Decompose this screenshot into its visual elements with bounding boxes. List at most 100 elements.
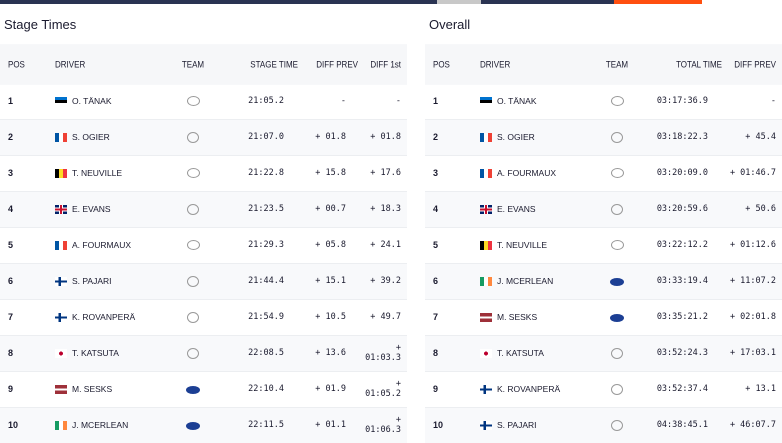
diff-prev: + 11:07.2 [722, 262, 782, 299]
table-row[interactable]: 7 M. SESKS 03:35:21.2 + 02:01.8 [425, 298, 782, 335]
time: 03:52:24.3 [642, 334, 722, 371]
driver-name[interactable]: S. PAJARI [72, 275, 112, 286]
driver-name[interactable]: M. SESKS [497, 311, 538, 322]
table-row[interactable]: 9 M. SESKS 22:10.4 + 01.9 + 01:05.2 [0, 370, 407, 407]
flag-fr-icon [480, 133, 492, 143]
column-header: DIFF 1st [358, 44, 407, 85]
driver-name[interactable]: O. TÄNAK [497, 95, 537, 106]
table-row[interactable]: 4 E. EVANS 03:20:59.6 + 50.6 [425, 190, 782, 227]
position: 7 [425, 298, 480, 335]
position: 2 [425, 118, 480, 155]
position: 4 [425, 190, 480, 227]
position: 10 [425, 406, 480, 443]
driver-name[interactable]: S. OGIER [72, 131, 110, 142]
table-row[interactable]: 2 S. OGIER 03:18:22.3 + 45.4 [425, 118, 782, 155]
toyota-logo-icon [187, 275, 199, 287]
driver-name[interactable]: E. EVANS [72, 203, 111, 214]
top-accent-bar [0, 0, 782, 4]
diff-first: + 17.6 [358, 154, 407, 191]
table-row[interactable]: 5 T. NEUVILLE 03:22:12.2 + 01:12.6 [425, 226, 782, 263]
diff-first: + 01.8 [358, 118, 407, 155]
column-header: STAGE TIME [218, 44, 298, 85]
flag-fr-icon [480, 169, 492, 179]
flag-be-icon [55, 169, 67, 179]
diff-prev: - [722, 82, 782, 119]
stage-times-table: POS DRIVER TEAM STAGE TIME DIFF PREV DIFF 1st… [0, 44, 407, 443]
table-row[interactable]: 6 S. PAJARI 21:44.4 + 15.1 + 39.2 [0, 262, 407, 299]
time: 22:11.5 [218, 406, 298, 443]
column-header: TEAM [168, 44, 218, 85]
diff-prev: + 15.8 [298, 154, 358, 191]
driver-name[interactable]: T. NEUVILLE [497, 239, 548, 250]
diff-prev: + 13.1 [722, 370, 782, 407]
table-row[interactable]: 10 J. MCERLEAN 22:11.5 + 01.1 + 01:06.3 [0, 406, 407, 443]
table-row[interactable]: 2 S. OGIER 21:07.0 + 01.8 + 01.8 [0, 118, 407, 155]
column-header: POS [0, 44, 55, 85]
time: 03:52:37.4 [642, 370, 722, 407]
diff-first: + 01:05.2 [358, 370, 407, 407]
table-row[interactable]: 8 T. KATSUTA 03:52:24.3 + 17:03.1 [425, 334, 782, 371]
driver-name[interactable]: E. EVANS [497, 203, 536, 214]
flag-fi-icon [55, 313, 67, 323]
diff-first: + 01:03.3 [358, 334, 407, 371]
table-row[interactable]: 1 O. TÄNAK 03:17:36.9 - [425, 82, 782, 119]
table-row[interactable]: 6 J. MCERLEAN 03:33:19.4 + 11:07.2 [425, 262, 782, 299]
time: 03:35:21.2 [642, 298, 722, 335]
driver-name[interactable]: K. ROVANPERÄ [72, 311, 136, 322]
position: 5 [0, 226, 55, 263]
table-row[interactable]: 10 S. PAJARI 04:38:45.1 + 46:07.7 [425, 406, 782, 443]
driver-name[interactable]: A. FOURMAUX [72, 239, 132, 250]
flag-gb-icon [55, 205, 67, 215]
flag-jp-icon [480, 349, 492, 359]
driver-name[interactable]: A. FOURMAUX [497, 167, 557, 178]
position: 6 [425, 262, 480, 299]
time: 21:54.9 [218, 298, 298, 335]
table-row[interactable]: 5 A. FOURMAUX 21:29.3 + 05.8 + 24.1 [0, 226, 407, 263]
driver-name[interactable]: O. TÄNAK [72, 95, 112, 106]
overall-table: POS DRIVER TEAM TOTAL TIME DIFF PREV 1 O. TÄ… [425, 44, 782, 443]
flag-ee-icon [480, 97, 492, 107]
driver-name[interactable]: T. KATSUTA [72, 347, 119, 358]
time: 04:38:45.1 [642, 406, 722, 443]
flag-ee-icon [55, 97, 67, 107]
position: 8 [425, 334, 480, 371]
table-row[interactable]: 3 A. FOURMAUX 03:20:09.0 + 01:46.7 [425, 154, 782, 191]
time: 03:20:09.0 [642, 154, 722, 191]
time: 22:10.4 [218, 370, 298, 407]
table-row[interactable]: 4 E. EVANS 21:23.5 + 00.7 + 18.3 [0, 190, 407, 227]
table-row[interactable]: 9 K. ROVANPERÄ 03:52:37.4 + 13.1 [425, 370, 782, 407]
toyota-logo-icon [611, 347, 623, 359]
driver-name[interactable]: S. PAJARI [497, 420, 537, 431]
driver-name[interactable]: T. KATSUTA [497, 347, 544, 358]
hyundai-logo-icon [186, 96, 200, 107]
hyundai-logo-icon [610, 96, 624, 107]
time: 21:23.5 [218, 190, 298, 227]
position: 1 [0, 82, 55, 119]
driver-name[interactable]: M. SESKS [72, 383, 113, 394]
position: 2 [0, 118, 55, 155]
toyota-logo-icon [187, 203, 199, 215]
table-row[interactable]: 3 T. NEUVILLE 21:22.8 + 15.8 + 17.6 [0, 154, 407, 191]
column-header: TOTAL TIME [642, 44, 722, 85]
hyundai-logo-icon [610, 168, 624, 179]
position: 1 [425, 82, 480, 119]
time: 03:33:19.4 [642, 262, 722, 299]
stage-times-panel: Stage Times POS DRIVER TEAM STAGE TIME DIFF … [0, 4, 407, 443]
diff-prev: + 01.1 [298, 406, 358, 443]
diff-prev: + 00.7 [298, 190, 358, 227]
diff-first: + 49.7 [358, 298, 407, 335]
table-row[interactable]: 1 O. TÄNAK 21:05.2 -- [0, 82, 407, 119]
driver-name[interactable]: T. NEUVILLE [72, 167, 123, 178]
table-row[interactable]: 8 T. KATSUTA 22:08.5 + 13.6 + 01:03.3 [0, 334, 407, 371]
driver-name[interactable]: J. MCERLEAN [72, 420, 129, 431]
driver-name[interactable]: S. OGIER [497, 131, 535, 142]
diff-prev: + 17:03.1 [722, 334, 782, 371]
position: 6 [0, 262, 55, 299]
toyota-logo-icon [611, 131, 623, 143]
driver-name[interactable]: J. MCERLEAN [497, 275, 554, 286]
table-row[interactable]: 7 K. ROVANPERÄ 21:54.9 + 10.5 + 49.7 [0, 298, 407, 335]
diff-first: + 39.2 [358, 262, 407, 299]
diff-prev: + 01.8 [298, 118, 358, 155]
driver-name[interactable]: K. ROVANPERÄ [497, 383, 561, 394]
position: 9 [425, 370, 480, 407]
